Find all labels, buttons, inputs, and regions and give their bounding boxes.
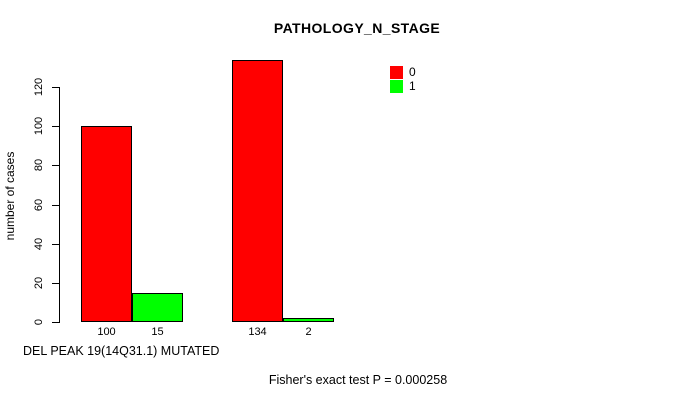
y-tick-label-120: 120 (33, 77, 45, 97)
y-tick-mark-80 (52, 165, 60, 166)
y-tick-mark-40 (52, 244, 60, 245)
y-tick-label-100: 100 (33, 116, 45, 136)
legend-swatch-0 (390, 66, 403, 79)
y-tick-mark-60 (52, 205, 60, 206)
bar-value-label: 134 (248, 326, 267, 338)
bar-group1-series-0 (81, 126, 132, 322)
legend-item-1: 1 (390, 80, 416, 93)
bar-value-label: 2 (305, 326, 312, 338)
legend-label-0: 0 (409, 65, 416, 79)
y-tick-label-60: 60 (33, 198, 45, 212)
bar-value-label: 15 (151, 326, 164, 338)
y-tick-mark-0 (52, 322, 60, 323)
y-tick-label-40: 40 (33, 237, 45, 251)
bar-group1-series-1 (132, 293, 183, 322)
y-axis-label: number of cases (3, 151, 17, 241)
y-tick-mark-120 (52, 87, 60, 88)
fisher-annotation: Fisher's exact test P = 0.000258 (268, 373, 448, 387)
x-axis-label: DEL PEAK 19(14Q31.1) MUTATED (23, 344, 220, 358)
bar-group2-series-0 (232, 60, 283, 322)
legend-label-1: 1 (409, 79, 416, 93)
chart-title: PATHOLOGY_N_STAGE (273, 20, 441, 36)
y-tick-label-0: 0 (33, 318, 45, 326)
legend-swatch-1 (390, 80, 403, 93)
y-tick-mark-100 (52, 126, 60, 127)
y-tick-label-80: 80 (33, 158, 45, 172)
bar-group2-series-1 (283, 318, 334, 322)
y-tick-label-20: 20 (33, 276, 45, 290)
bar-value-label: 100 (97, 326, 116, 338)
y-tick-mark-20 (52, 283, 60, 284)
legend-item-0: 0 (390, 66, 416, 79)
